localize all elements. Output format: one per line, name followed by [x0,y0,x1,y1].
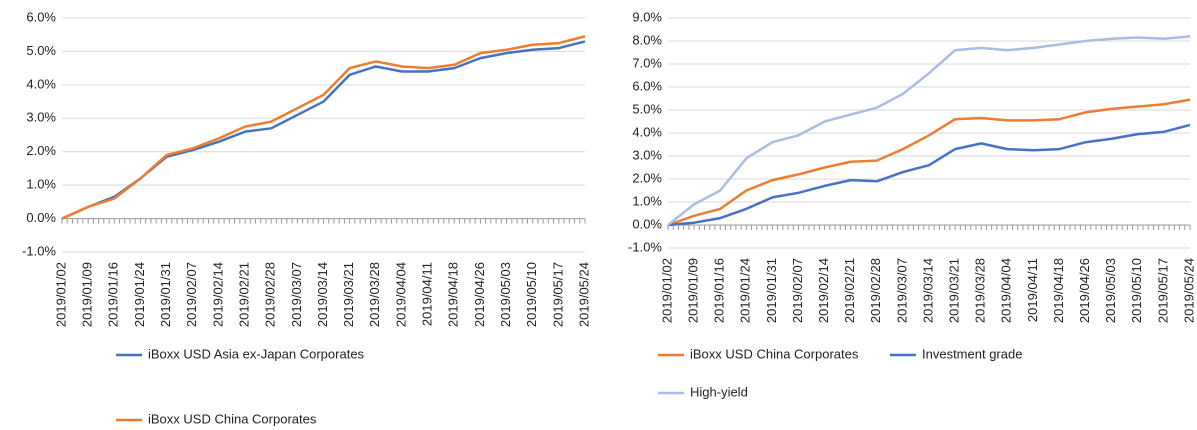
x-tick-label: 2019/04/11 [1025,258,1040,322]
x-tick-label: 2019/01/09 [80,262,95,327]
y-tick-label: 4.0% [26,76,56,91]
x-tick-label: 2019/03/14 [920,258,935,323]
x-tick-label: 2019/05/10 [1129,258,1144,323]
x-tick-label: 2019/03/07 [894,258,909,323]
y-tick-label: -1.0% [628,239,662,254]
x-tick-label: 2019/01/31 [764,258,779,323]
series-line [61,35,586,220]
x-tick-label: 2019/01/31 [158,262,173,327]
y-tick-label: 0.0% [632,216,662,231]
x-tick-label: 2019/01/24 [738,258,753,323]
x-tick-label: 2019/05/03 [1103,258,1118,323]
x-tick-label: 2019/02/21 [842,258,857,323]
x-tick-label: 2019/01/02 [53,262,68,327]
x-tick-label: 2019/01/24 [132,262,147,327]
legend-label: iBoxx USD China Corporates [148,411,317,426]
x-tick-label: 2019/05/10 [524,262,539,327]
x-tick-label: 2019/04/04 [393,262,408,327]
x-tick-label: 2019/05/17 [1155,258,1170,323]
x-tick-label: 2019/04/18 [446,262,461,327]
legend-label: Investment grade [922,346,1022,361]
x-tick-label: 2019/05/24 [1181,258,1196,323]
y-tick-label: 1.0% [632,193,662,208]
x-tick-label: 2019/03/21 [947,258,962,323]
y-tick-label: 5.0% [26,43,56,58]
series-line [61,40,586,220]
x-tick-label: 2019/04/18 [1051,258,1066,323]
x-tick-label: 2019/02/07 [790,258,805,323]
y-tick-label: 0.0% [26,210,56,225]
y-tick-label: 5.0% [632,101,662,116]
x-tick-label: 2019/04/04 [999,258,1014,323]
x-tick-label: 2019/02/14 [816,258,831,323]
x-tick-label: 2019/05/03 [498,262,513,327]
y-tick-label: 7.0% [632,55,662,70]
y-tick-label: -1.0% [22,243,56,258]
x-tick-label: 2019/04/26 [472,262,487,327]
x-tick-label: 2019/03/28 [973,258,988,323]
x-tick-label: 2019/03/14 [315,262,330,327]
x-tick-label: 2019/03/07 [289,262,304,327]
series-line [667,98,1191,227]
x-tick-label: 2019/02/28 [263,262,278,327]
y-tick-label: 3.0% [632,147,662,162]
x-tick-label: 2019/04/26 [1077,258,1092,323]
y-tick-label: 2.0% [26,143,56,158]
x-tick-label: 2019/01/09 [686,258,701,323]
y-tick-label: 3.0% [26,110,56,125]
x-tick-label: 2019/02/14 [210,262,225,327]
legend-label: iBoxx USD China Corporates [690,346,859,361]
y-tick-label: 2.0% [632,170,662,185]
legend-label: High-yield [690,384,748,399]
y-tick-label: 6.0% [26,9,56,24]
y-tick-label: 8.0% [632,32,662,47]
x-tick-label: 2019/05/24 [576,262,591,327]
y-tick-label: 6.0% [632,78,662,93]
x-tick-label: 2019/02/07 [184,262,199,327]
legend-label: iBoxx USD Asia ex-Japan Corporates [148,346,365,361]
x-tick-label: 2019/03/21 [341,262,356,327]
x-tick-label: 2019/05/17 [550,262,565,327]
x-tick-label: 2019/03/28 [367,262,382,327]
y-tick-label: 1.0% [26,177,56,192]
x-tick-label: 2019/04/11 [420,262,435,326]
y-tick-label: 4.0% [632,124,662,139]
x-tick-label: 2019/02/21 [236,262,251,327]
series-line [667,123,1191,227]
x-tick-label: 2019/01/02 [659,258,674,323]
x-tick-label: 2019/02/28 [868,258,883,323]
x-tick-label: 2019/01/16 [106,262,121,327]
series-line [667,35,1191,226]
x-tick-label: 2019/01/16 [712,258,727,323]
y-tick-label: 9.0% [632,9,662,24]
